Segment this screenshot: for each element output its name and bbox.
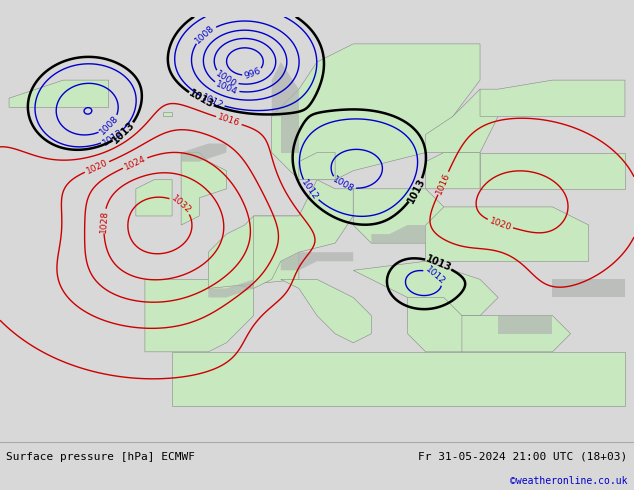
Polygon shape: [372, 225, 425, 243]
Polygon shape: [480, 152, 625, 189]
Text: 1013: 1013: [186, 88, 215, 110]
Polygon shape: [9, 80, 108, 107]
Text: Fr 31-05-2024 21:00 UTC (18+03): Fr 31-05-2024 21:00 UTC (18+03): [418, 452, 628, 462]
Text: ©weatheronline.co.uk: ©weatheronline.co.uk: [510, 476, 628, 486]
Polygon shape: [172, 352, 625, 406]
Text: 1032: 1032: [169, 194, 193, 216]
Polygon shape: [353, 261, 498, 316]
Polygon shape: [209, 279, 254, 297]
Text: 1008: 1008: [193, 23, 217, 45]
Polygon shape: [181, 144, 226, 162]
Text: 1016: 1016: [434, 171, 452, 196]
Polygon shape: [209, 216, 299, 289]
Text: 1008: 1008: [331, 175, 356, 195]
Text: 1020: 1020: [488, 216, 512, 232]
Text: 996: 996: [243, 67, 262, 81]
Polygon shape: [462, 316, 571, 352]
Text: 1024: 1024: [123, 154, 147, 172]
Text: 1028: 1028: [99, 209, 109, 233]
Polygon shape: [136, 180, 172, 216]
Text: 1000: 1000: [214, 69, 238, 89]
Text: 1013: 1013: [406, 176, 427, 205]
Text: 1012: 1012: [101, 127, 125, 147]
Polygon shape: [272, 44, 480, 180]
Text: 1013: 1013: [111, 120, 137, 146]
Polygon shape: [281, 252, 353, 270]
Text: 1013: 1013: [424, 254, 453, 273]
Polygon shape: [425, 89, 498, 152]
Polygon shape: [299, 152, 335, 180]
Text: 1012: 1012: [424, 264, 447, 286]
Text: 1012: 1012: [300, 178, 320, 202]
Polygon shape: [281, 116, 299, 152]
Text: Surface pressure [hPa] ECMWF: Surface pressure [hPa] ECMWF: [6, 452, 195, 462]
Polygon shape: [145, 279, 254, 352]
Polygon shape: [408, 297, 480, 352]
Polygon shape: [425, 152, 480, 189]
Text: 1008: 1008: [98, 114, 121, 137]
Text: 1012: 1012: [200, 93, 224, 110]
Polygon shape: [163, 112, 172, 116]
Text: 1004: 1004: [214, 79, 239, 97]
Polygon shape: [480, 80, 625, 116]
Polygon shape: [353, 189, 444, 243]
Polygon shape: [254, 180, 353, 289]
Polygon shape: [181, 152, 226, 225]
Text: 1016: 1016: [216, 113, 241, 128]
Polygon shape: [281, 279, 372, 343]
Polygon shape: [425, 207, 589, 261]
Polygon shape: [552, 279, 625, 297]
Text: 1020: 1020: [85, 158, 109, 176]
Polygon shape: [498, 316, 552, 334]
Polygon shape: [272, 62, 299, 116]
